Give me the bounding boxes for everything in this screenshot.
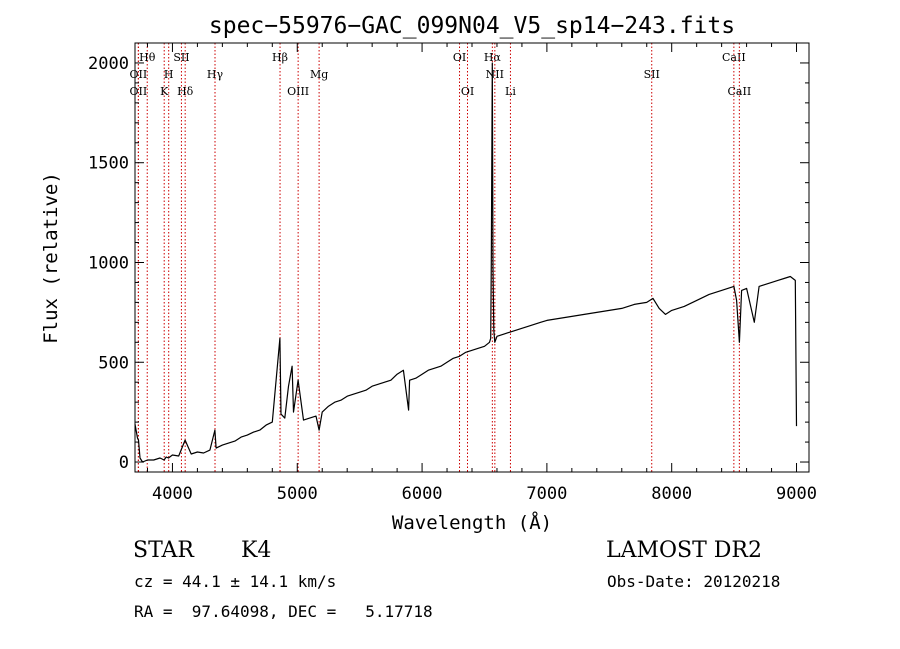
x-tick-label-2: 6000 (402, 484, 443, 504)
line-marker-label-17: CaII (722, 51, 746, 64)
x-tick-label-1: 5000 (277, 484, 318, 504)
object-class: STAR (133, 538, 194, 563)
x-axis-label: Wavelength (Å) (392, 511, 552, 534)
line-marker-label-11: OI (453, 51, 466, 64)
chart-title: spec−55976−GAC_099N04_V5_sp14−243.fits (209, 13, 735, 39)
spectrum-series (134, 62, 798, 463)
y-axis-label: Flux (relative) (40, 172, 62, 344)
observation-date: Obs-Date: 20120218 (607, 572, 781, 591)
line-marker-label-0: Hθ (139, 51, 156, 64)
line-marker-label-18: CaII (728, 85, 752, 98)
survey-name: LAMOST DR2 (606, 538, 762, 563)
line-marker-label-13: Hα (484, 51, 502, 64)
line-marker-label-9: OIII (287, 85, 309, 98)
line-marker-label-15: Li (505, 85, 516, 98)
spectrum-line-0 (134, 62, 798, 463)
redshift-value: cz = 44.1 ± 14.1 km/s (134, 572, 337, 591)
x-tick-label-4: 8000 (651, 484, 692, 504)
y-tick-label-4: 2000 (88, 54, 129, 74)
line-marker-label-12: OI (461, 85, 474, 98)
plot-frame (134, 42, 810, 473)
axis-ticks: 4000 5000 6000 7000 8000 9000 0 500 1000 1500 2000 (88, 43, 817, 504)
line-marker-label-10: Mg (310, 68, 328, 81)
x-tick-label-3: 7000 (526, 484, 567, 504)
spectral-line-markers: HθOIIOIIHKSIIHδHγHβOIIIMgOIOIHαNIILiSIIC… (130, 43, 752, 472)
x-tick-label-0: 4000 (152, 484, 193, 504)
line-marker-label-7: Hγ (207, 68, 224, 81)
line-marker-label-14: NII (486, 68, 504, 81)
line-marker-label-4: K (160, 85, 169, 98)
line-marker-label-2: OII (130, 85, 148, 98)
line-marker-label-5: SII (173, 51, 189, 64)
y-tick-label-3: 1500 (88, 154, 129, 174)
line-marker-label-8: Hβ (272, 51, 288, 64)
line-marker-label-16: SII (644, 68, 660, 81)
y-tick-label-0: 0 (119, 453, 129, 473)
y-tick-label-1: 500 (98, 353, 129, 373)
coordinates: RA = 97.64098, DEC = 5.17718 (134, 602, 433, 621)
line-marker-label-3: H (164, 68, 174, 81)
subclass: K4 (241, 538, 272, 563)
line-marker-label-6: Hδ (177, 85, 194, 98)
y-tick-label-2: 1000 (88, 253, 129, 273)
x-tick-label-5: 9000 (776, 484, 817, 504)
